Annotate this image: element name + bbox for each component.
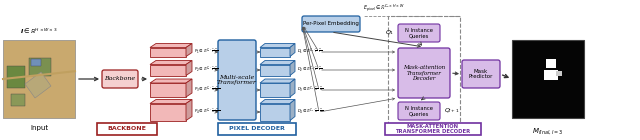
Text: $D_3 \in \mathbb{R}^{C_s \cdot \frac{H}{16} \cdot \frac{W}{16}}$: $D_3 \in \mathbb{R}^{C_s \cdot \frac{H}{…	[297, 84, 324, 94]
Text: $Q_1$: $Q_1$	[385, 29, 394, 37]
Text: MASK-ATTENTION
TRANSFORMER DECODER: MASK-ATTENTION TRANSFORMER DECODER	[396, 124, 470, 134]
Bar	[218, 123, 296, 135]
Polygon shape	[290, 79, 295, 97]
Bar	[97, 123, 157, 135]
Text: $Q_{l+1}$: $Q_{l+1}$	[444, 107, 460, 115]
FancyBboxPatch shape	[102, 70, 138, 88]
Text: Mask
Predictor: Mask Predictor	[469, 69, 493, 79]
Text: $P_1 \in \mathbb{R}^{C_1 \cdot \frac{H}{4} \cdot \frac{W}{4}}$: $P_1 \in \mathbb{R}^{C_1 \cdot \frac{H}{…	[194, 46, 219, 56]
Polygon shape	[290, 100, 295, 121]
Bar	[3, 40, 75, 118]
Bar	[260, 103, 290, 121]
Text: Mask-attention
Transformer
Decoder: Mask-attention Transformer Decoder	[403, 65, 445, 81]
Text: N Instance
Queries: N Instance Queries	[405, 106, 433, 116]
Bar	[556, 71, 562, 76]
FancyBboxPatch shape	[398, 102, 440, 120]
Bar	[150, 83, 186, 97]
Polygon shape	[150, 79, 192, 83]
Text: $D_4 \in \mathbb{R}^{C_s \cdot \frac{H}{32} \cdot \frac{W}{32}}$: $D_4 \in \mathbb{R}^{C_s \cdot \frac{H}{…	[297, 106, 324, 116]
Text: Input: Input	[30, 125, 48, 131]
Bar	[260, 65, 290, 75]
FancyBboxPatch shape	[462, 60, 500, 88]
FancyBboxPatch shape	[398, 24, 440, 42]
Text: $P_2 \in \mathbb{R}^{C_2 \cdot \frac{H}{8} \cdot \frac{W}{8}}$: $P_2 \in \mathbb{R}^{C_2 \cdot \frac{H}{…	[194, 64, 219, 74]
Polygon shape	[260, 79, 295, 83]
Polygon shape	[150, 100, 192, 103]
Bar	[3, 40, 75, 118]
Bar	[150, 65, 186, 75]
Bar	[29, 58, 51, 76]
Polygon shape	[186, 79, 192, 97]
Polygon shape	[290, 60, 295, 75]
Polygon shape	[260, 100, 295, 103]
Bar	[150, 103, 186, 121]
FancyBboxPatch shape	[302, 16, 360, 32]
Text: Backbone: Backbone	[104, 76, 136, 81]
Bar	[11, 94, 25, 106]
Polygon shape	[186, 60, 192, 75]
Polygon shape	[260, 60, 295, 65]
Text: $M_{final,l=3}$: $M_{final,l=3}$	[532, 126, 564, 136]
Text: $E_{pixel} \in \mathbb{R}^{C_e \times H \times W}$: $E_{pixel} \in \mathbb{R}^{C_e \times H …	[363, 3, 404, 14]
Bar	[150, 47, 186, 57]
Text: N Instance
Queries: N Instance Queries	[405, 28, 433, 38]
Bar	[546, 59, 556, 68]
Text: $\boldsymbol{I} \in \mathbb{R}^{H \times W \times 3}$: $\boldsymbol{I} \in \mathbb{R}^{H \times…	[20, 27, 58, 36]
Text: PIXEL DECODER: PIXEL DECODER	[229, 127, 285, 131]
Bar	[512, 40, 584, 118]
Bar	[260, 83, 290, 97]
Polygon shape	[186, 44, 192, 57]
Polygon shape	[260, 44, 295, 47]
Text: Multi-scale
Transformer: Multi-scale Transformer	[217, 75, 257, 85]
Text: BACKBONE: BACKBONE	[108, 127, 147, 131]
Bar	[544, 70, 558, 80]
FancyBboxPatch shape	[398, 48, 450, 98]
Polygon shape	[150, 44, 192, 47]
Bar	[260, 47, 290, 57]
Bar	[31, 59, 41, 66]
Bar	[388, 16, 460, 126]
Text: $D_1 \in \mathbb{R}^{C_s \cdot \frac{H}{4} \cdot \frac{W}{4}}$: $D_1 \in \mathbb{R}^{C_s \cdot \frac{H}{…	[297, 46, 322, 56]
Bar	[385, 123, 481, 135]
Polygon shape	[150, 60, 192, 65]
Polygon shape	[25, 72, 51, 98]
Polygon shape	[186, 100, 192, 121]
Text: $P_3 \in \mathbb{R}^{C_3 \cdot \frac{H}{16} \cdot \frac{W}{16}}$: $P_3 \in \mathbb{R}^{C_3 \cdot \frac{H}{…	[194, 84, 220, 94]
FancyBboxPatch shape	[218, 40, 256, 120]
Bar	[7, 66, 25, 88]
Text: Per-Pixel Embedding: Per-Pixel Embedding	[303, 22, 359, 26]
Text: $P_4 \in \mathbb{R}^{C_4 \cdot \frac{H}{32} \cdot \frac{W}{32}}$: $P_4 \in \mathbb{R}^{C_4 \cdot \frac{H}{…	[194, 106, 220, 116]
Polygon shape	[290, 44, 295, 57]
Text: $D_2 \in \mathbb{R}^{C_s \cdot \frac{H}{8} \cdot \frac{W}{8}}$: $D_2 \in \mathbb{R}^{C_s \cdot \frac{H}{…	[297, 64, 322, 74]
